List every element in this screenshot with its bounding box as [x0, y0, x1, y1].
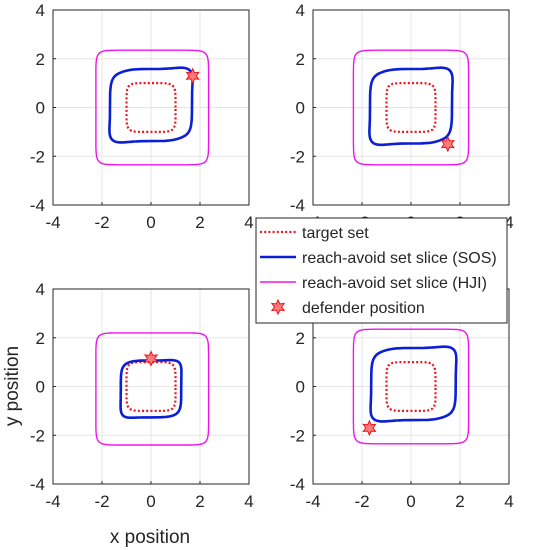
x-tick-label: 2	[195, 492, 204, 511]
x-tick-label: 4	[244, 213, 253, 232]
y-tick-label: -4	[30, 475, 45, 494]
y-tick-label: 0	[36, 378, 45, 397]
x-tick-label: 2	[195, 213, 204, 232]
y-tick-label: 2	[296, 50, 305, 69]
x-tick-label: -2	[94, 492, 109, 511]
hji-reach-avoid-contour	[352, 328, 470, 445]
y-tick-label: 2	[296, 329, 305, 348]
y-tick-label: 2	[36, 50, 45, 69]
sos-reach-avoid-contour	[369, 345, 458, 423]
y-tick-label: 4	[36, 280, 45, 299]
legend-entry: reach-avoid set slice (HJI)	[260, 275, 487, 292]
y-tick-label: 2	[36, 329, 45, 348]
x-tick-label: 2	[455, 492, 464, 511]
x-axis-label: x position	[110, 527, 190, 548]
legend-entry: defender position	[270, 298, 425, 317]
x-tick-label: -4	[305, 492, 320, 511]
legend-label: reach-avoid set slice (HJI)	[302, 275, 487, 292]
y-tick-label: -2	[290, 147, 305, 166]
y-tick-label: 0	[296, 99, 305, 118]
y-tick-label: 4	[36, 1, 45, 20]
defender-marker	[440, 135, 455, 153]
hji-reach-avoid-contour	[95, 332, 210, 446]
target-set-contour	[125, 361, 177, 412]
legend-label: reach-avoid set slice (SOS)	[302, 250, 497, 267]
subplot-top-left: -4 -2 0 2 4 -4 -2 0 2 4	[30, 1, 254, 232]
defender-marker	[143, 350, 159, 367]
x-tick-label: -2	[354, 492, 369, 511]
legend-entry: target set	[260, 225, 369, 242]
x-tick-label: 0	[146, 492, 155, 511]
y-tick-label: -4	[30, 196, 45, 215]
legend-entry: reach-avoid set slice (SOS)	[260, 250, 497, 267]
x-tick-label: 4	[504, 492, 513, 511]
x-tick-label: 0	[406, 492, 415, 511]
target-set-contour	[385, 82, 437, 133]
y-tick-label: -4	[290, 196, 305, 215]
x-tick-label: 4	[504, 213, 513, 232]
y-tick-label: 4	[296, 1, 305, 20]
hji-reach-avoid-contour	[352, 49, 470, 166]
y-tick-label: 0	[36, 99, 45, 118]
x-tick-label: -4	[45, 213, 60, 232]
y-tick-label: -2	[30, 147, 45, 166]
target-set-contour	[125, 82, 177, 133]
y-axis-label: y position	[2, 346, 23, 426]
sos-reach-avoid-contour	[119, 358, 183, 419]
sos-reach-avoid-contour	[108, 66, 194, 144]
hji-reach-avoid-contour	[95, 49, 210, 166]
legend-star-icon	[270, 298, 286, 316]
x-tick-label: 4	[244, 492, 253, 511]
sos-reach-avoid-contour	[368, 66, 454, 147]
y-tick-label: -2	[290, 426, 305, 445]
y-tick-label: 0	[296, 378, 305, 397]
x-tick-label: -4	[45, 492, 60, 511]
y-tick-label: -4	[290, 475, 305, 494]
target-set-contour	[385, 361, 437, 412]
x-tick-label: 0	[146, 213, 155, 232]
defender-marker	[362, 419, 377, 437]
legend: target set reach-avoid set slice (SOS) rea…	[255, 217, 508, 324]
subplot-bottom-left: -4 -2 0 2 4 -4 -2 0 2 4	[30, 280, 254, 511]
x-tick-label: -2	[94, 213, 109, 232]
legend-label: target set	[302, 225, 369, 242]
legend-box	[255, 217, 508, 324]
legend-label: defender position	[302, 300, 425, 317]
y-tick-label: -2	[30, 426, 45, 445]
defender-marker	[185, 67, 200, 84]
